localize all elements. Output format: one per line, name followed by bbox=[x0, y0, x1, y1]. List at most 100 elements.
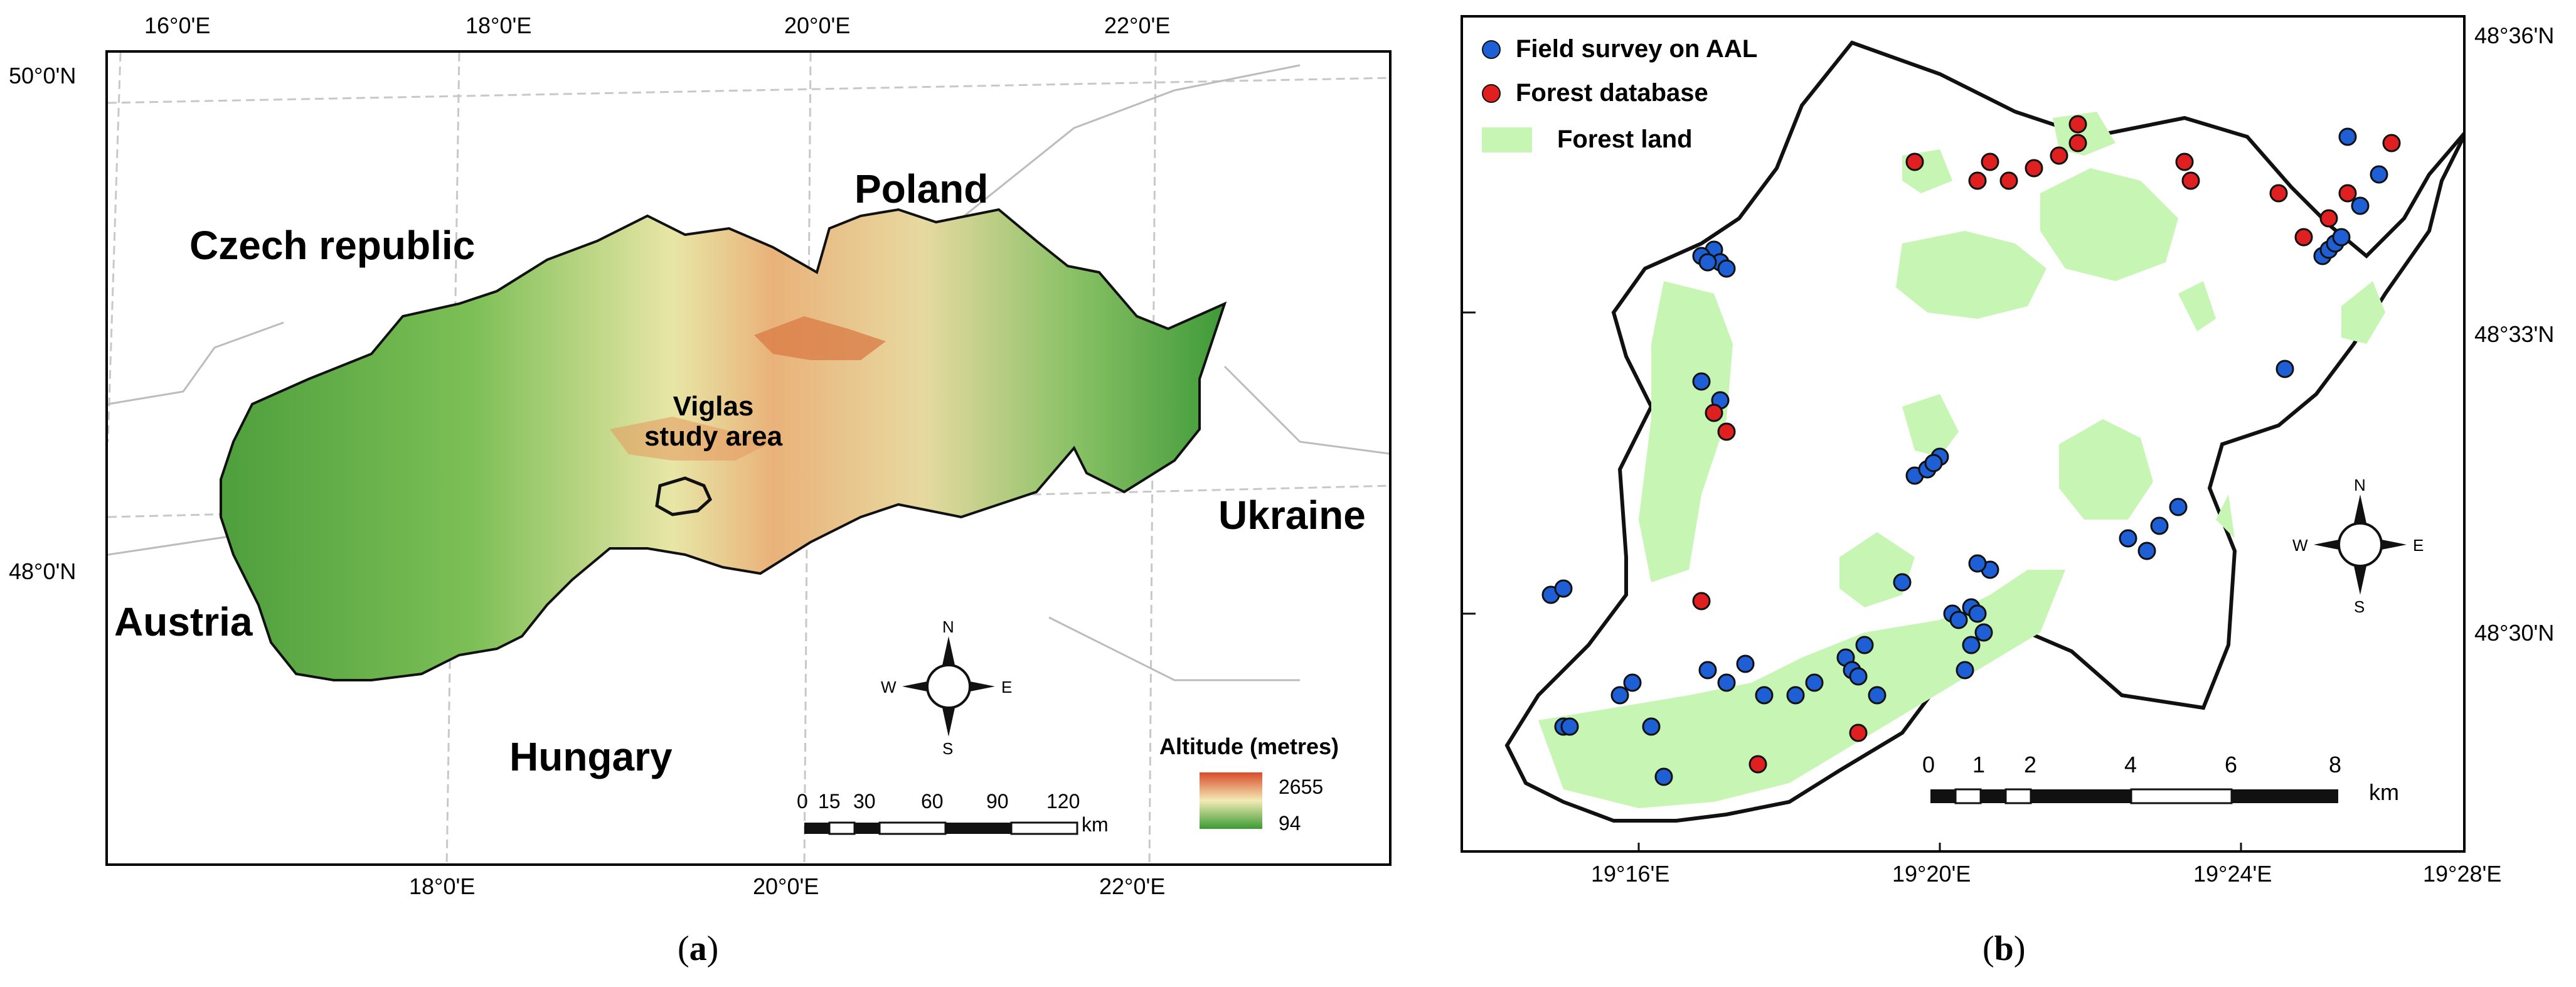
scale-tick-120: 120 bbox=[1046, 790, 1080, 813]
altitude-title: Altitude (metres) bbox=[1159, 734, 1339, 759]
field-survey-point bbox=[1855, 636, 1874, 654]
b-scale-1: 1 bbox=[1972, 752, 1986, 777]
forest-db-point bbox=[1692, 592, 1711, 611]
legend-forest-db: Forest database bbox=[1482, 79, 1708, 107]
field-survey-point bbox=[2332, 228, 2351, 247]
legend-forest-land-label: Forest land bbox=[1557, 125, 1693, 153]
compass-a-w: W bbox=[881, 678, 897, 696]
field-survey-point bbox=[1974, 623, 1993, 642]
field-survey-point bbox=[1805, 673, 1824, 692]
field-survey-point bbox=[1692, 372, 1711, 391]
field-survey-point bbox=[1717, 673, 1736, 692]
study-area-outline bbox=[655, 476, 713, 516]
b-scale-2: 2 bbox=[2024, 752, 2037, 777]
panel-b-svg bbox=[1463, 40, 2463, 850]
field-survey-point bbox=[1949, 611, 1968, 629]
legend-field-survey: Field survey on AAL bbox=[1482, 35, 1757, 63]
compass-a-e: E bbox=[1001, 678, 1013, 696]
a-bottom-22e: 22°0'E bbox=[1099, 873, 1166, 899]
panel-a-map: N S W E Czech republic Poland Ukraine Au… bbox=[105, 50, 1392, 866]
tatra-ridge bbox=[754, 316, 886, 360]
scale-tick-60: 60 bbox=[921, 790, 944, 813]
caption-a-letter: a bbox=[689, 929, 707, 968]
study-area-label-line2: study area bbox=[644, 421, 783, 452]
a-bottom-18e: 18°0'E bbox=[409, 873, 476, 899]
forest-db-point bbox=[2269, 184, 2288, 203]
field-survey-point bbox=[1849, 667, 1868, 686]
b-right-4833n: 48°33'N bbox=[2474, 321, 2555, 347]
compass-a-s: S bbox=[942, 739, 954, 758]
legend-field-survey-label: Field survey on AAL bbox=[1516, 35, 1758, 63]
forest-db-point bbox=[2068, 115, 2087, 134]
b-bottom-1916e: 19°16'E bbox=[1591, 861, 1670, 887]
legend-forest-land: Forest land bbox=[1482, 125, 1693, 154]
field-survey-point bbox=[1962, 636, 1981, 654]
caption-a: (a) bbox=[678, 929, 719, 968]
b-scale-8: 8 bbox=[2329, 752, 2342, 777]
compass-b-n: N bbox=[2354, 476, 2366, 494]
scale-bar-b bbox=[1930, 788, 2338, 804]
label-czech-republic: Czech republic bbox=[189, 223, 476, 268]
forest-db-point bbox=[2181, 171, 2200, 190]
compass-a-n: N bbox=[942, 617, 954, 636]
forest-land-swatch-icon bbox=[1482, 127, 1532, 152]
forest-db-point bbox=[2294, 228, 2313, 247]
b-bottom-1920e: 19°20'E bbox=[1892, 861, 1971, 887]
scale-tick-90: 90 bbox=[986, 790, 1009, 813]
forest-db-point bbox=[1981, 152, 1999, 171]
a-bottom-20e: 20°0'E bbox=[753, 873, 819, 899]
panel-b-map: Field survey on AAL Forest database Fore… bbox=[1461, 15, 2466, 853]
scale-unit-a: km bbox=[1082, 813, 1109, 836]
field-survey-point bbox=[1554, 579, 1573, 598]
field-survey-point bbox=[1717, 259, 1736, 278]
field-survey-dot-icon bbox=[1482, 40, 1501, 59]
field-survey-point bbox=[1968, 554, 1987, 573]
study-area-label-line1: Viglas bbox=[673, 391, 754, 422]
scale-tick-0: 0 bbox=[797, 790, 808, 813]
caption-b-letter: b bbox=[1994, 929, 2014, 968]
field-survey-point bbox=[2351, 196, 2370, 215]
field-survey-point bbox=[1736, 654, 1755, 673]
field-survey-point bbox=[1924, 454, 1943, 472]
field-survey-point bbox=[2370, 165, 2388, 184]
b-bottom-1928e: 19°28'E bbox=[2423, 861, 2502, 887]
b-right-4830n: 48°30'N bbox=[2474, 620, 2555, 646]
forest-db-point bbox=[2319, 209, 2338, 228]
compass-b-s: S bbox=[2354, 597, 2365, 616]
field-survey-point bbox=[1560, 717, 1579, 736]
graticule-ticks-b bbox=[1463, 311, 2242, 850]
forest-db-point bbox=[1968, 171, 1987, 190]
a-top-16e: 16°0'E bbox=[144, 13, 211, 38]
field-survey-point bbox=[1755, 686, 1774, 705]
field-survey-point bbox=[2137, 542, 2156, 560]
central-ridge bbox=[610, 417, 773, 461]
compass-a bbox=[902, 636, 995, 737]
scale-tick-30: 30 bbox=[853, 790, 876, 813]
altitude-max: 2655 bbox=[1279, 776, 1324, 798]
scale-tick-15: 15 bbox=[818, 790, 841, 813]
forest-db-point bbox=[1905, 152, 1924, 171]
a-left-48n: 48°0'N bbox=[9, 558, 77, 584]
field-survey-point bbox=[1893, 573, 1912, 592]
field-survey-point bbox=[2169, 498, 2188, 516]
panel-a-svg bbox=[108, 53, 1389, 863]
field-survey-point bbox=[2150, 516, 2169, 535]
forest-db-point bbox=[1999, 171, 2018, 190]
field-survey-point bbox=[1968, 604, 1987, 623]
neighbour-borders bbox=[108, 64, 1389, 681]
b-bottom-1924e: 19°24'E bbox=[2193, 861, 2272, 887]
b-scale-6: 6 bbox=[2225, 752, 2238, 777]
b-scale-0: 0 bbox=[1922, 752, 1935, 777]
field-survey-point bbox=[1642, 717, 1661, 736]
legend-forest-db-label: Forest database bbox=[1516, 79, 1708, 107]
a-top-20e: 20°0'E bbox=[784, 13, 851, 38]
study-area-label: Viglas study area bbox=[629, 392, 798, 452]
altitude-gradient bbox=[1200, 772, 1262, 829]
field-survey-point bbox=[1610, 686, 1629, 705]
b-scale-unit: km bbox=[2369, 779, 2399, 805]
forest-db-point bbox=[2382, 134, 2401, 152]
forest-db-point bbox=[2025, 159, 2043, 178]
field-survey-point bbox=[1698, 253, 1717, 272]
a-top-18e: 18°0'E bbox=[466, 13, 532, 38]
label-ukraine: Ukraine bbox=[1218, 493, 1366, 538]
